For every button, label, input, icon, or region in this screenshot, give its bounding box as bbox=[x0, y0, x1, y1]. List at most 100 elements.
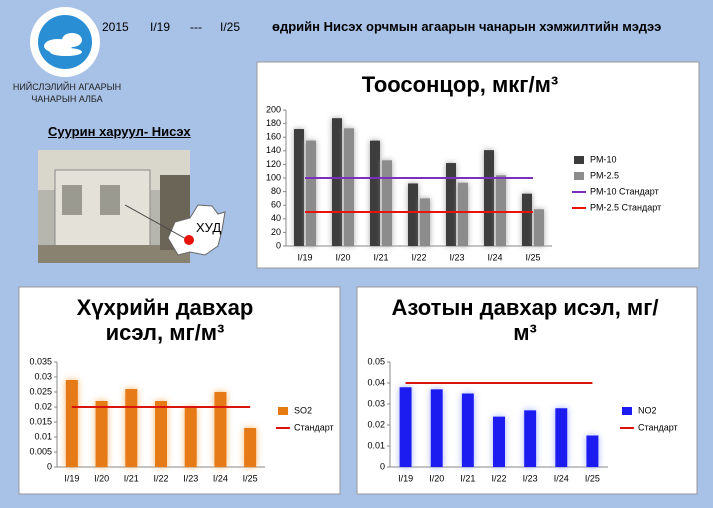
chart-title: Тоосонцор, мкг/м³ bbox=[361, 72, 559, 97]
station-name: Суурин харуул- Нисэх bbox=[48, 124, 191, 139]
y-tick-label: 160 bbox=[266, 132, 281, 142]
bar bbox=[524, 410, 537, 467]
legend-label: NO2 bbox=[638, 405, 657, 415]
y-tick-label: 140 bbox=[266, 145, 281, 155]
y-tick-label: 100 bbox=[266, 172, 281, 182]
bar bbox=[65, 380, 78, 467]
bar bbox=[522, 193, 532, 246]
x-tick-label: I/23 bbox=[449, 252, 464, 262]
legend-label: Стандарт bbox=[638, 422, 678, 432]
bar bbox=[458, 182, 468, 246]
y-tick-label: 20 bbox=[271, 227, 281, 237]
y-tick-label: 0.03 bbox=[34, 371, 52, 381]
legend-label: PM-10 bbox=[590, 154, 617, 164]
y-tick-label: 180 bbox=[266, 118, 281, 128]
y-tick-label: 0 bbox=[380, 461, 385, 471]
x-tick-label: I/24 bbox=[213, 473, 228, 483]
year: 2015 bbox=[102, 20, 129, 34]
y-tick-label: 60 bbox=[271, 200, 281, 210]
legend-label: SO2 bbox=[294, 405, 312, 415]
y-tick-label: 0.015 bbox=[29, 416, 52, 426]
x-tick-label: I/21 bbox=[460, 473, 475, 483]
bar bbox=[95, 401, 108, 467]
x-tick-label: I/25 bbox=[525, 252, 540, 262]
bar bbox=[382, 160, 392, 246]
bar bbox=[155, 401, 167, 467]
y-tick-label: 0 bbox=[276, 240, 281, 250]
x-tick-label: I/19 bbox=[64, 473, 79, 483]
legend-swatch bbox=[278, 407, 288, 415]
y-tick-label: 80 bbox=[271, 186, 281, 196]
x-tick-label: I/19 bbox=[398, 473, 413, 483]
x-tick-label: I/25 bbox=[243, 473, 258, 483]
x-tick-label: I/23 bbox=[183, 473, 198, 483]
bar bbox=[294, 129, 304, 246]
y-tick-label: 0.03 bbox=[367, 398, 385, 408]
bar bbox=[306, 140, 316, 246]
bar bbox=[344, 128, 354, 246]
bar bbox=[430, 389, 443, 467]
y-tick-label: 0.025 bbox=[29, 386, 52, 396]
bar bbox=[399, 387, 412, 467]
x-tick-label: I/20 bbox=[94, 473, 109, 483]
bar bbox=[446, 163, 456, 246]
bar bbox=[184, 407, 197, 467]
legend-label: PM-2.5 bbox=[590, 170, 619, 180]
x-tick-label: I/23 bbox=[523, 473, 538, 483]
bar bbox=[332, 118, 342, 246]
separator: --- bbox=[190, 20, 202, 34]
date-from: I/19 bbox=[150, 20, 171, 34]
org-name: НИЙСЛЭЛИЙН АГААРЫН bbox=[12, 82, 122, 92]
panel bbox=[256, 61, 700, 269]
legend-swatch bbox=[574, 156, 584, 164]
bar bbox=[125, 389, 138, 467]
chart-title: Хүхрийн давхар исэл, мг/м³ bbox=[76, 295, 254, 345]
org-name: ЧАНАРЫН АЛБА bbox=[31, 94, 103, 104]
y-tick-label: 40 bbox=[271, 213, 281, 223]
x-tick-label: I/20 bbox=[429, 473, 444, 483]
legend-label: PM-10 Стандарт bbox=[590, 186, 659, 196]
x-tick-label: I/24 bbox=[487, 252, 502, 262]
y-tick-label: 0.035 bbox=[29, 356, 52, 366]
bar bbox=[408, 183, 418, 246]
y-tick-label: 0 bbox=[47, 461, 52, 471]
bar bbox=[461, 393, 474, 467]
bar bbox=[534, 209, 544, 246]
y-tick-label: 200 bbox=[266, 104, 281, 114]
heading: өдрийн Нисэх орчмын агаарын чанарын хэмж… bbox=[272, 19, 662, 34]
bar bbox=[214, 392, 227, 467]
x-tick-label: I/24 bbox=[554, 473, 569, 483]
bar bbox=[484, 150, 494, 246]
y-tick-label: 0.02 bbox=[367, 419, 385, 429]
station-photo bbox=[38, 150, 190, 263]
x-tick-label: I/22 bbox=[153, 473, 168, 483]
x-tick-label: I/22 bbox=[411, 252, 426, 262]
bar bbox=[370, 140, 380, 246]
logo bbox=[30, 7, 100, 77]
bar bbox=[586, 435, 599, 467]
y-tick-label: 0.01 bbox=[367, 440, 385, 450]
map-label: ХУД bbox=[196, 220, 222, 235]
district-map bbox=[124, 204, 226, 256]
legend-swatch bbox=[622, 407, 632, 415]
x-tick-label: I/25 bbox=[585, 473, 600, 483]
date-to: I/25 bbox=[220, 20, 241, 34]
y-tick-label: 0.05 bbox=[367, 356, 385, 366]
y-tick-label: 120 bbox=[266, 159, 281, 169]
y-tick-label: 0.01 bbox=[34, 431, 52, 441]
bar bbox=[244, 428, 257, 467]
x-tick-label: I/20 bbox=[335, 252, 350, 262]
legend-swatch bbox=[574, 172, 584, 180]
x-tick-label: I/19 bbox=[297, 252, 312, 262]
bar bbox=[496, 175, 506, 246]
y-tick-label: 0.04 bbox=[367, 377, 385, 387]
legend-label: Стандарт bbox=[294, 422, 334, 432]
x-tick-label: I/22 bbox=[491, 473, 506, 483]
bar bbox=[493, 416, 505, 467]
legend-label: PM-2.5 Стандарт bbox=[590, 202, 661, 212]
chart-title: Азотын давхар исэл, мг/м³ bbox=[391, 295, 659, 345]
bar bbox=[555, 408, 568, 467]
x-tick-label: I/21 bbox=[373, 252, 388, 262]
